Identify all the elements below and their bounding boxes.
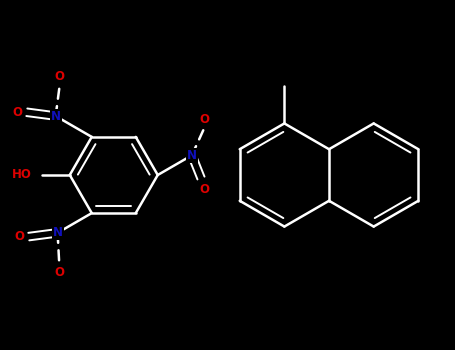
Text: O: O [55, 70, 65, 83]
Text: O: O [12, 106, 22, 119]
Text: N: N [51, 110, 61, 122]
Text: N: N [187, 149, 197, 162]
Text: O: O [54, 266, 64, 279]
Text: O: O [14, 230, 24, 243]
Text: O: O [200, 183, 210, 196]
Text: O: O [200, 113, 210, 126]
Text: HO: HO [12, 168, 32, 182]
Text: N: N [53, 226, 63, 239]
